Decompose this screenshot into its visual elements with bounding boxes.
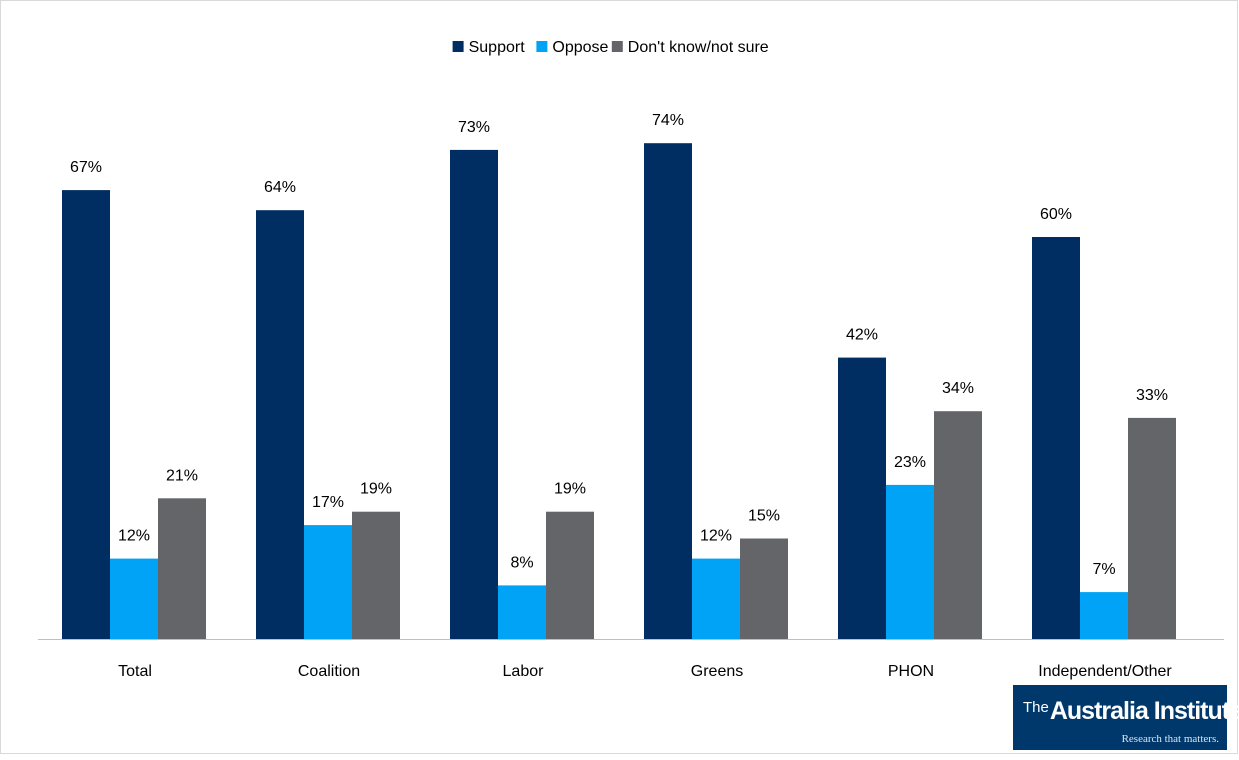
bar-greens-oppose [692, 558, 740, 639]
category-label-phon: PHON [888, 663, 934, 680]
bar-independent-other-oppose [1080, 592, 1128, 639]
logo-tagline: Research that matters. [1121, 733, 1219, 745]
bar-independent-other-don-t-know-not-sure [1128, 417, 1176, 639]
bar-labor-support [450, 149, 498, 639]
data-label-greens-don-t-know-not-sure: 15% [748, 508, 780, 525]
bar-total-support [62, 190, 110, 639]
data-label-independent-other-support: 60% [1040, 206, 1072, 223]
data-label-phon-don-t-know-not-sure: 34% [942, 380, 974, 397]
bar-phon-don-t-know-not-sure [934, 411, 982, 639]
data-label-total-don-t-know-not-sure: 21% [166, 467, 198, 484]
data-label-phon-support: 42% [846, 327, 878, 344]
bar-phon-oppose [886, 484, 934, 639]
data-label-coalition-don-t-know-not-sure: 19% [360, 481, 392, 498]
data-label-phon-oppose: 23% [894, 454, 926, 471]
data-label-coalition-oppose: 17% [312, 494, 344, 511]
bar-total-don-t-know-not-sure [158, 498, 206, 639]
legend-label-support: Support [469, 39, 526, 56]
data-label-total-oppose: 12% [118, 528, 150, 545]
bar-greens-support [644, 143, 692, 639]
category-label-labor: Labor [503, 663, 545, 680]
category-label-coalition: Coalition [298, 663, 360, 680]
data-label-independent-other-oppose: 7% [1092, 561, 1115, 578]
category-label-independent-other: Independent/Other [1038, 663, 1172, 680]
data-label-coalition-support: 64% [264, 179, 296, 196]
bar-total-oppose [110, 558, 158, 639]
legend: Support Oppose Don't know/not sure [452, 39, 769, 56]
data-label-labor-support: 73% [458, 119, 490, 136]
data-label-independent-other-don-t-know-not-sure: 33% [1136, 387, 1168, 404]
legend-swatch-don-t-know-not-sure [611, 41, 623, 52]
logo-name: Australia Institute [1049, 697, 1239, 725]
data-label-greens-support: 74% [652, 112, 684, 129]
data-label-labor-oppose: 8% [510, 554, 533, 571]
data-label-greens-oppose: 12% [700, 528, 732, 545]
logo-wordmark: TheAustralia Institute [1023, 697, 1239, 726]
bar-coalition-don-t-know-not-sure [352, 511, 400, 639]
legend-label-oppose: Oppose [552, 39, 608, 56]
category-label-greens: Greens [691, 663, 743, 680]
legend-label-don-t-know-not-sure: Don't know/not sure [628, 39, 769, 56]
bar-coalition-oppose [304, 525, 352, 639]
data-labels: 67% 12% 21% 64% 17% 19% 73% 8% 19% 74% 12% 15% 42% 23… [70, 112, 1168, 578]
bar-labor-don-t-know-not-sure [546, 511, 594, 639]
bar-phon-support [838, 357, 886, 639]
bar-labor-oppose [498, 585, 546, 639]
data-label-labor-don-t-know-not-sure: 19% [554, 481, 586, 498]
category-label-total: Total [118, 663, 152, 680]
legend-swatch-support [452, 41, 464, 52]
logo-prefix: The [1023, 699, 1049, 716]
bar-independent-other-support [1032, 237, 1080, 639]
australia-institute-logo: TheAustralia Institute Research that mat… [1013, 685, 1239, 750]
bars [62, 143, 1176, 639]
bar-greens-don-t-know-not-sure [740, 538, 788, 639]
legend-swatch-oppose [536, 41, 548, 52]
data-label-total-support: 67% [70, 159, 102, 176]
category-labels: Total Coalition Labor Greens PHON Independent… [118, 663, 1172, 680]
bar-coalition-support [256, 210, 304, 639]
